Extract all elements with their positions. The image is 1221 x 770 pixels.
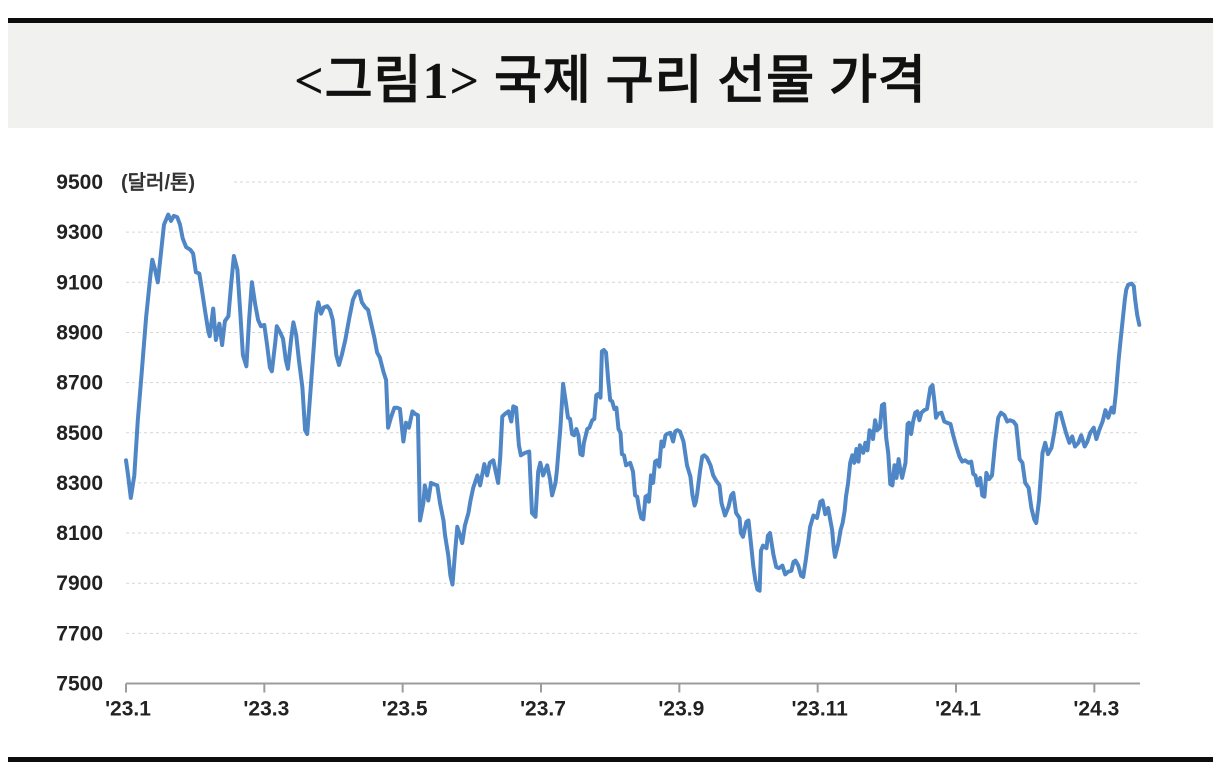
figure-title: <그림1> 국제 구리 선물 가격: [294, 53, 927, 110]
x-axis-tick-label: '24.1: [935, 698, 981, 721]
copper-futures-line-chart: 7500 7700 7900 8100 8300 8500 8700 8900 9100 9300…: [0, 128, 1221, 758]
y-axis-tick-label: 7700: [56, 622, 103, 645]
x-axis-tick-label: '23.9: [658, 698, 704, 721]
x-axis-tick-label: '23.1: [105, 698, 151, 721]
title-banner: <그림1> 국제 구리 선물 가격: [8, 23, 1213, 128]
bottom-border-rule: [8, 757, 1213, 762]
y-axis-tick-label: 8500: [56, 422, 103, 445]
chart-canvas: 7500 7700 7900 8100 8300 8500 8700 8900 9100 9300…: [56, 169, 1142, 721]
y-axis-tick-label: 9300: [56, 221, 103, 244]
y-axis-tick-label: 8900: [56, 321, 103, 344]
x-axis-tick-label: '23.11: [791, 698, 848, 721]
price-line: [124, 212, 1142, 593]
y-axis-tick-label: 8100: [56, 522, 103, 545]
x-axis-tick-label: '23.5: [382, 698, 428, 721]
unit-label-backing: [117, 169, 233, 195]
y-axis-tick-label: 7900: [56, 572, 103, 595]
y-axis-tick-label: 7500: [56, 673, 103, 696]
x-axis-tick-label: '23.3: [243, 698, 289, 721]
x-axis-tick-label: '24.3: [1073, 698, 1119, 721]
y-axis-tick-label: 8700: [56, 372, 103, 395]
y-axis-tick-label: 9500: [56, 171, 103, 194]
y-axis-tick-label: 9100: [56, 271, 103, 294]
top-border-rule: [8, 18, 1213, 23]
y-axis-tick-label: 8300: [56, 472, 103, 495]
x-axis-tick-label: '23.7: [520, 698, 566, 721]
y-axis-unit-label: (달러/톤): [121, 171, 195, 194]
